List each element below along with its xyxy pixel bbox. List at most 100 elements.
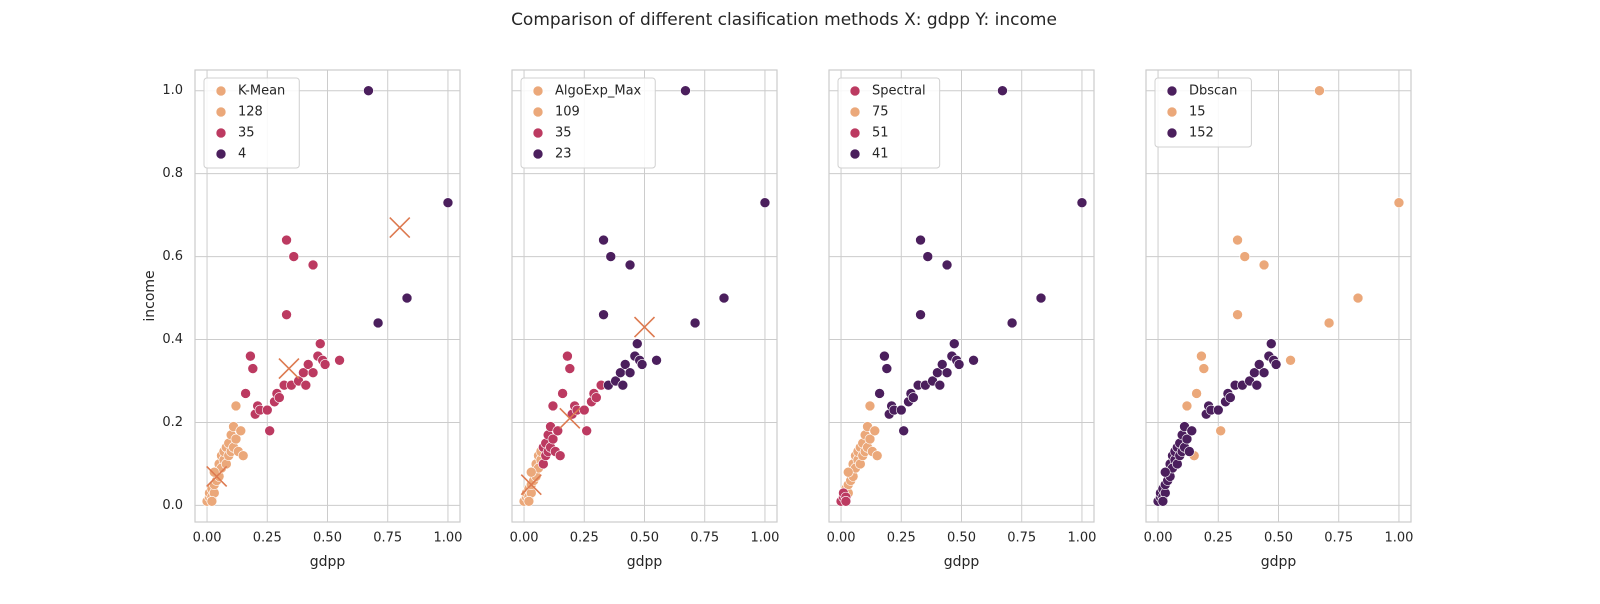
x-tick-label: 0.00 bbox=[1144, 531, 1173, 546]
x-tick-label: 0.25 bbox=[253, 531, 282, 546]
legend: K-Mean 128 35 4 bbox=[203, 77, 300, 169]
x-tick-label: 0.50 bbox=[630, 531, 659, 546]
x-tick-label: 1.00 bbox=[1067, 531, 1096, 546]
legend-marker bbox=[1166, 127, 1178, 139]
scatter-point bbox=[915, 309, 926, 320]
scatter-point bbox=[898, 425, 909, 437]
y-tick-label: 1.0 bbox=[162, 83, 183, 98]
scatter-point bbox=[1285, 354, 1296, 366]
scatter-point bbox=[206, 495, 218, 507]
legend-label: Spectral bbox=[872, 84, 926, 99]
scatter-point bbox=[372, 317, 384, 329]
x-tick-label: 1.00 bbox=[1384, 531, 1413, 546]
y-tick-label: 0.6 bbox=[162, 249, 183, 264]
scatter-point bbox=[1184, 446, 1195, 457]
legend-label: 51 bbox=[872, 126, 889, 141]
subplot: 0.00 0.25 0.50 0.75 1.00 gdpp AlgoExp_Max 109 35… bbox=[510, 69, 779, 570]
scatter-point bbox=[881, 363, 893, 374]
scatter-point bbox=[581, 425, 592, 437]
scatter-point bbox=[307, 259, 319, 271]
legend-label: 75 bbox=[872, 105, 889, 120]
scatter-point bbox=[300, 379, 312, 391]
legend-box bbox=[520, 77, 656, 169]
legend-box bbox=[837, 77, 941, 169]
legend-marker bbox=[532, 127, 544, 139]
scatter-point bbox=[871, 450, 883, 461]
scatter-point bbox=[1006, 317, 1018, 329]
scatter-point bbox=[281, 309, 292, 320]
scatter-point bbox=[1265, 338, 1277, 349]
y-tick-label: 0.8 bbox=[162, 166, 183, 181]
legend-marker bbox=[849, 85, 861, 97]
scatter-point bbox=[953, 359, 965, 370]
scatter-point bbox=[1212, 404, 1224, 416]
scatter-point bbox=[908, 392, 919, 403]
centroid-marker bbox=[389, 217, 411, 239]
legend: Spectral 75 51 41 bbox=[837, 77, 941, 169]
plot-frame bbox=[194, 69, 461, 523]
legend-marker bbox=[849, 127, 861, 139]
scatter-point bbox=[605, 251, 617, 262]
centroid-marker bbox=[520, 474, 542, 496]
legend-marker bbox=[849, 148, 861, 160]
scatter-point bbox=[1181, 433, 1193, 445]
scatter-point bbox=[1181, 400, 1193, 412]
scatter-point bbox=[631, 338, 643, 349]
scatter-point bbox=[1352, 292, 1364, 304]
scatter-point bbox=[264, 425, 275, 437]
scatter-point bbox=[247, 363, 259, 374]
scatter-point bbox=[1232, 309, 1243, 320]
scatter-point bbox=[1196, 350, 1207, 362]
subplot: 0.00 0.25 0.50 0.75 1.00 gdpp Spectral 75 51 41 bbox=[827, 69, 1096, 570]
legend-marker bbox=[215, 85, 227, 97]
scatter-point bbox=[997, 85, 1008, 97]
plot-frame bbox=[1145, 69, 1412, 523]
legend-label: 109 bbox=[555, 105, 580, 120]
scatter-point bbox=[840, 495, 852, 507]
scatter-point bbox=[864, 433, 876, 445]
legend-label: 35 bbox=[238, 126, 255, 141]
scatter-point bbox=[941, 259, 953, 271]
scatter-point bbox=[936, 359, 948, 370]
x-tick-label: 1.00 bbox=[433, 531, 462, 546]
scatter-point bbox=[1258, 367, 1270, 379]
scatter-point bbox=[557, 388, 568, 399]
scatter-point bbox=[281, 234, 292, 246]
scatter-point bbox=[598, 309, 609, 320]
scatter-point bbox=[554, 450, 566, 461]
plot-frame bbox=[828, 69, 1095, 523]
scatter-point bbox=[1198, 363, 1210, 374]
legend-box bbox=[203, 77, 300, 169]
scatter-point bbox=[1191, 388, 1202, 399]
legend-marker bbox=[532, 148, 544, 160]
legend-marker bbox=[532, 106, 544, 118]
scatter-point bbox=[1239, 251, 1251, 262]
plot-frame bbox=[511, 69, 778, 523]
scatter-point bbox=[759, 197, 771, 208]
scatter-point bbox=[619, 359, 631, 370]
scatter-point bbox=[1215, 425, 1226, 437]
scatter-point bbox=[624, 259, 636, 271]
x-tick-label: 0.25 bbox=[1204, 531, 1233, 546]
scatter-point bbox=[230, 433, 242, 445]
legend-label: K-Mean bbox=[238, 84, 285, 99]
scatter-point bbox=[922, 251, 934, 262]
scatter-point bbox=[915, 234, 926, 246]
scatter-point bbox=[689, 317, 701, 329]
legend-marker bbox=[1166, 85, 1178, 97]
x-tick-label: 0.50 bbox=[947, 531, 976, 546]
x-tick-label: 0.50 bbox=[313, 531, 342, 546]
y-tick-label: 0.2 bbox=[162, 415, 183, 430]
y-tick-label: 0.4 bbox=[162, 332, 183, 347]
centroid-marker bbox=[206, 465, 228, 487]
scatter-point bbox=[1258, 259, 1270, 271]
scatter-point bbox=[314, 338, 326, 349]
legend-label: AlgoExp_Max bbox=[555, 84, 642, 99]
x-tick-label: 0.25 bbox=[887, 531, 916, 546]
scatter-point bbox=[302, 359, 314, 370]
x-tick-label: 0.00 bbox=[193, 531, 222, 546]
subplot: 0.0 0.2 0.4 0.6 0.8 1.0 0.00 0.25 0.50 0.75 1.00 gd… bbox=[142, 69, 462, 570]
scatter-point bbox=[1253, 359, 1265, 370]
scatter-point bbox=[1186, 425, 1198, 437]
